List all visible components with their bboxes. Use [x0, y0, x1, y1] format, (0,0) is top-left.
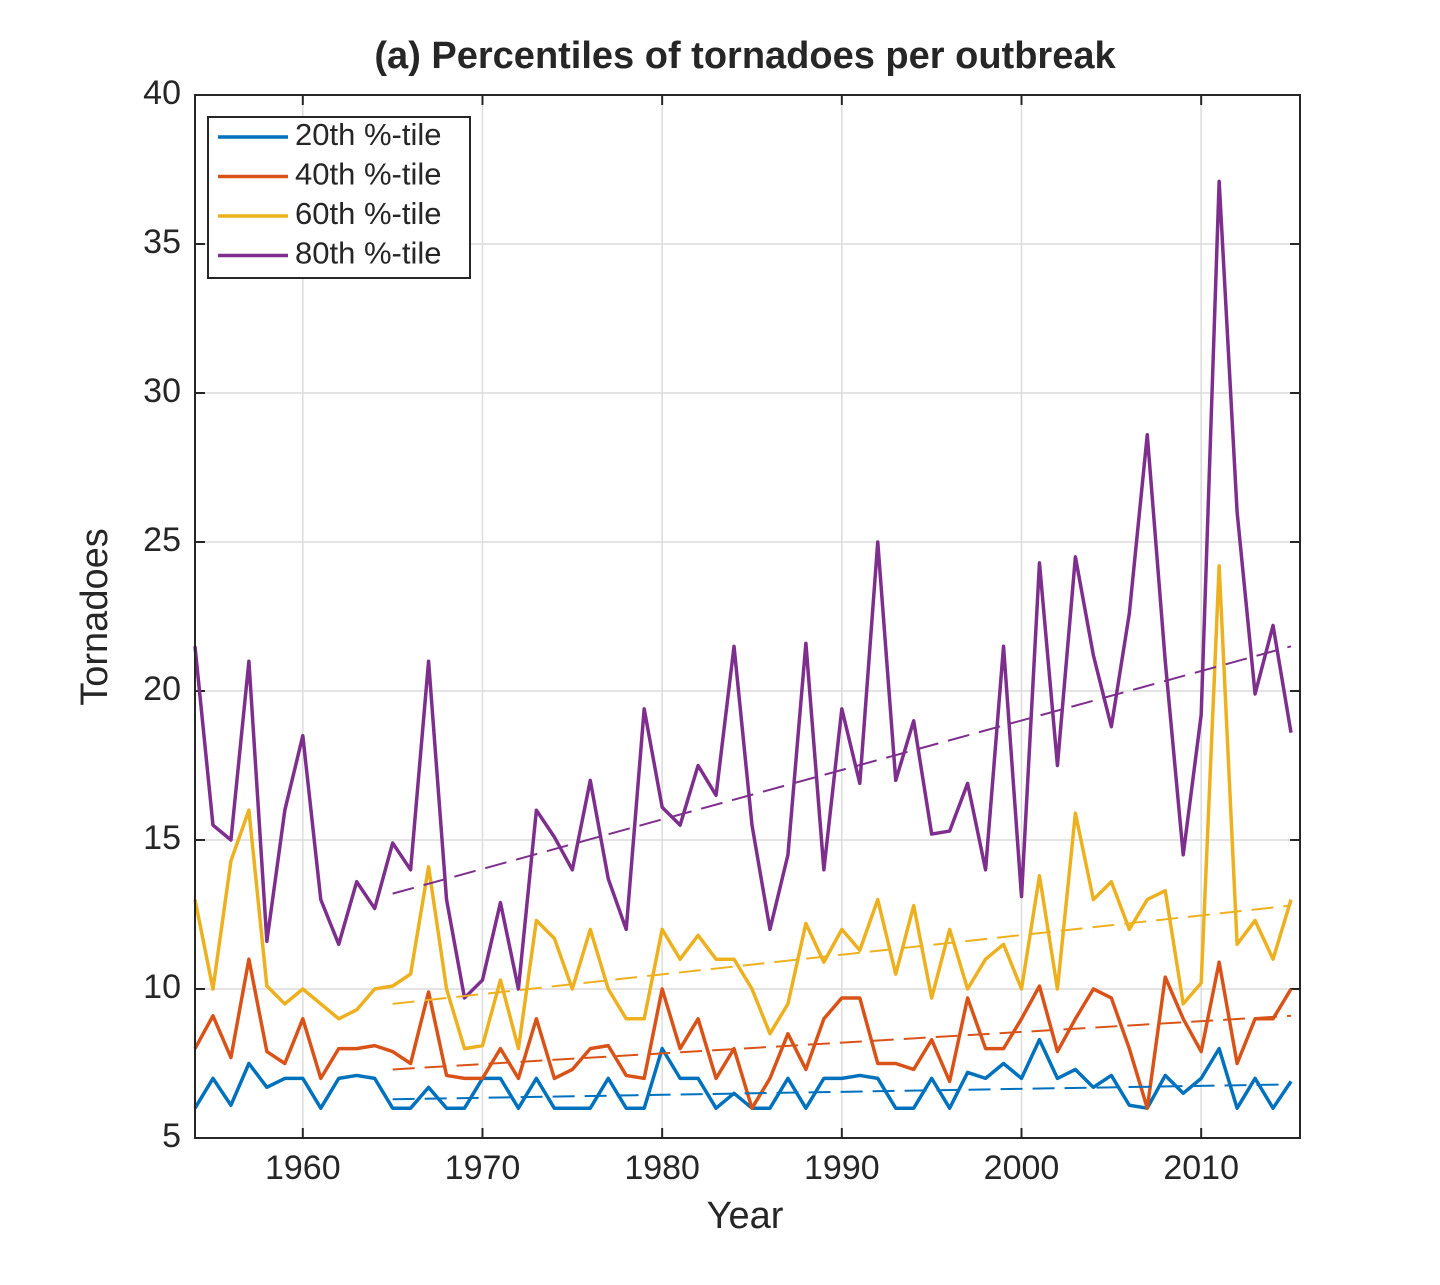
data-line — [193, 179, 1293, 1000]
y-axis-label: Tornadoes — [74, 528, 116, 705]
x-axis-label: Year — [707, 1195, 784, 1237]
x-tick-label: 2000 — [984, 1149, 1060, 1187]
trend-line — [392, 645, 1292, 895]
legend-box — [207, 116, 471, 279]
legend-label: 60th %-tile — [295, 196, 441, 231]
y-tick-label: 25 — [143, 521, 181, 559]
y-tick-label: 20 — [143, 670, 181, 708]
legend-label: 40th %-tile — [295, 157, 441, 192]
x-tick-label: 2010 — [1163, 1149, 1239, 1187]
y-tick-label: 15 — [143, 819, 181, 857]
data-line — [193, 1037, 1293, 1110]
data-line — [193, 957, 1293, 1110]
trend-line — [392, 904, 1292, 1005]
axes-box — [194, 94, 1301, 1139]
y-tick-label: 40 — [143, 74, 181, 112]
y-tick-label: 10 — [143, 968, 181, 1006]
trend-line — [392, 1083, 1292, 1101]
chart-title: (a) Percentiles of tornadoes per outbrea… — [374, 35, 1116, 77]
trend-line — [392, 1014, 1292, 1071]
x-tick-label: 1980 — [624, 1149, 700, 1187]
legend-label: 20th %-tile — [295, 117, 441, 152]
legend-label: 80th %-tile — [295, 236, 441, 271]
y-tick-label: 5 — [162, 1117, 181, 1155]
data-line — [193, 564, 1293, 1051]
y-tick-label: 30 — [143, 372, 181, 410]
x-tick-label: 1960 — [265, 1149, 341, 1187]
y-tick-label: 35 — [143, 223, 181, 261]
x-tick-label: 1990 — [804, 1149, 880, 1187]
x-tick-label: 1970 — [445, 1149, 521, 1187]
